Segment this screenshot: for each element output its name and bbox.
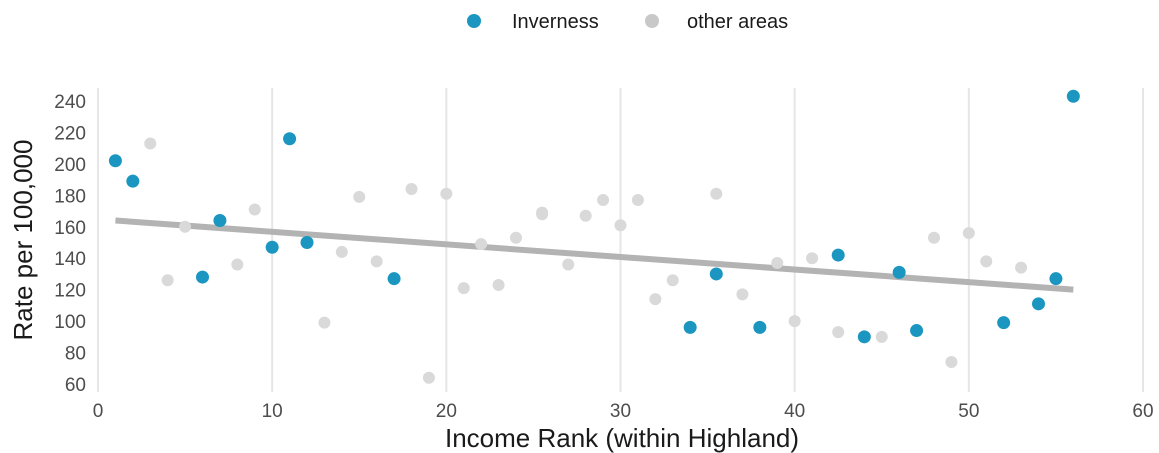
point-inverness (683, 320, 697, 334)
point-inverness (857, 330, 871, 344)
point-other-areas (875, 330, 888, 343)
point-inverness (387, 272, 401, 286)
point-other-areas (248, 203, 261, 216)
x-tick-label: 0 (93, 401, 104, 422)
point-inverness (1032, 297, 1045, 311)
legend-label-inverness: Inverness (512, 11, 599, 33)
point-other-areas (832, 326, 845, 339)
point-inverness (108, 154, 122, 168)
point-inverness (892, 265, 906, 279)
point-other-areas (771, 256, 784, 269)
point-inverness (1066, 89, 1080, 103)
y-tick-label: 140 (54, 249, 86, 270)
point-inverness (910, 324, 924, 338)
point-inverness (196, 270, 209, 284)
point-inverness (213, 213, 227, 227)
point-inverness (1049, 272, 1063, 286)
point-other-areas (666, 274, 679, 287)
point-other-areas (614, 219, 627, 232)
point-inverness (709, 267, 723, 281)
point-other-areas (788, 315, 801, 328)
point-other-areas (335, 245, 348, 258)
point-other-areas (492, 278, 505, 291)
point-other-areas (806, 252, 819, 265)
point-other-areas (536, 208, 549, 221)
point-other-areas (631, 194, 644, 207)
point-other-areas (422, 371, 435, 384)
point-other-areas (318, 316, 331, 329)
point-other-areas (928, 231, 940, 244)
point-other-areas (562, 258, 575, 271)
legend-marker-inverness (467, 14, 481, 28)
x-axis-title: Income Rank (within Highland) (445, 423, 799, 453)
legend-label-other-areas: other areas (687, 11, 788, 33)
point-other-areas (945, 355, 958, 368)
point-other-areas (161, 274, 174, 287)
point-other-areas (1015, 261, 1028, 274)
y-tick-label: 200 (54, 155, 86, 176)
axis-ticks: 0 10 20 30 40 50 60 60 80 100 120 140 160 180 200 220 24… (54, 92, 1153, 422)
y-tick-label: 160 (54, 218, 86, 239)
x-tick-label: 30 (610, 401, 631, 422)
legend: Inverness other areas (467, 11, 788, 33)
y-tick-label: 220 (54, 123, 86, 144)
point-inverness (283, 132, 297, 146)
y-tick-label: 80 (65, 344, 86, 365)
point-inverness (831, 248, 845, 262)
x-tick-label: 20 (436, 401, 457, 422)
legend-marker-other-areas (645, 14, 659, 28)
point-inverness (126, 174, 140, 188)
y-tick-label: 100 (54, 312, 86, 333)
y-tick-label: 180 (54, 186, 86, 207)
x-tick-label: 60 (1132, 401, 1153, 422)
point-other-areas (597, 194, 610, 207)
point-inverness (997, 316, 1011, 330)
x-tick-label: 40 (784, 401, 805, 422)
y-axis-title: Rate per 100,000 (8, 140, 38, 341)
point-other-areas (457, 282, 470, 295)
trendline (115, 217, 1074, 293)
y-tick-label: 60 (65, 375, 86, 396)
point-other-areas (179, 220, 192, 233)
point-other-areas (405, 183, 418, 196)
point-other-areas (962, 227, 975, 240)
series-other-areas (144, 137, 1028, 384)
point-other-areas (579, 209, 592, 222)
trendline-layer (115, 217, 1074, 293)
point-other-areas (440, 187, 453, 200)
point-other-areas (710, 187, 723, 200)
point-other-areas (510, 231, 522, 244)
point-inverness (300, 236, 314, 249)
x-tick-label: 50 (958, 401, 979, 422)
y-tick-label: 240 (54, 92, 86, 113)
point-other-areas (353, 190, 366, 203)
y-tick-label: 120 (54, 281, 86, 302)
x-tick-label: 10 (262, 401, 283, 422)
point-other-areas (231, 258, 244, 271)
series-inverness (108, 89, 1080, 344)
point-inverness (265, 240, 279, 254)
point-inverness (753, 320, 767, 334)
point-other-areas (370, 255, 383, 268)
point-other-areas (980, 255, 993, 268)
point-other-areas (736, 288, 749, 301)
point-other-areas (475, 238, 488, 251)
point-other-areas (144, 137, 157, 150)
point-other-areas (649, 293, 662, 306)
gridlines (97, 88, 1144, 392)
